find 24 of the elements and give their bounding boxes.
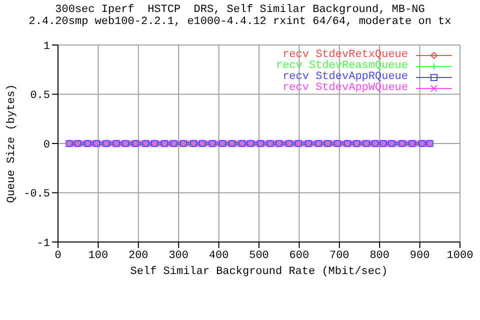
x-tick-label: 700 (329, 250, 350, 262)
x-tick-label: 900 (410, 250, 430, 262)
x-tick-label: 500 (249, 250, 269, 262)
chart-subtitle: 2.4.20smp web100-2.2.1, e1000-4.4.12 rxint 64/64, moderate on tx (28, 16, 452, 28)
legend-label: recv StdevRetxQueue (282, 49, 408, 61)
x-tick-label: 100 (88, 250, 108, 262)
y-tick-label: -1 (36, 238, 50, 250)
legend-label: recv StdevAppWQueue (282, 82, 408, 94)
x-tick-label: 0 (54, 250, 62, 262)
legend-label: recv StdevAppRQueue (282, 71, 408, 83)
x-tick-label: 1000 (446, 250, 474, 262)
y-tick-label: 1 (43, 40, 50, 53)
y-tick-label: 0.5 (30, 90, 50, 102)
y-tick-label: 0 (43, 139, 50, 152)
legend-label: recv StdevReasmQueue (276, 60, 408, 72)
x-tick-label: 600 (289, 250, 310, 262)
x-axis-title: Self Similar Background Rate (Mbit/sec) (130, 266, 388, 278)
x-tick-label: 200 (128, 250, 148, 262)
x-tick-label: 300 (168, 250, 189, 262)
chart-title: 300sec Iperf HSTCP DRS, Self Similar Background, MB-NG (54, 4, 426, 16)
x-tick-label: 400 (208, 250, 229, 262)
y-tick-label: -0.5 (24, 188, 50, 201)
x-tick-label: 800 (370, 250, 390, 262)
y-axis-title: Queue Size (bytes) (6, 84, 18, 203)
